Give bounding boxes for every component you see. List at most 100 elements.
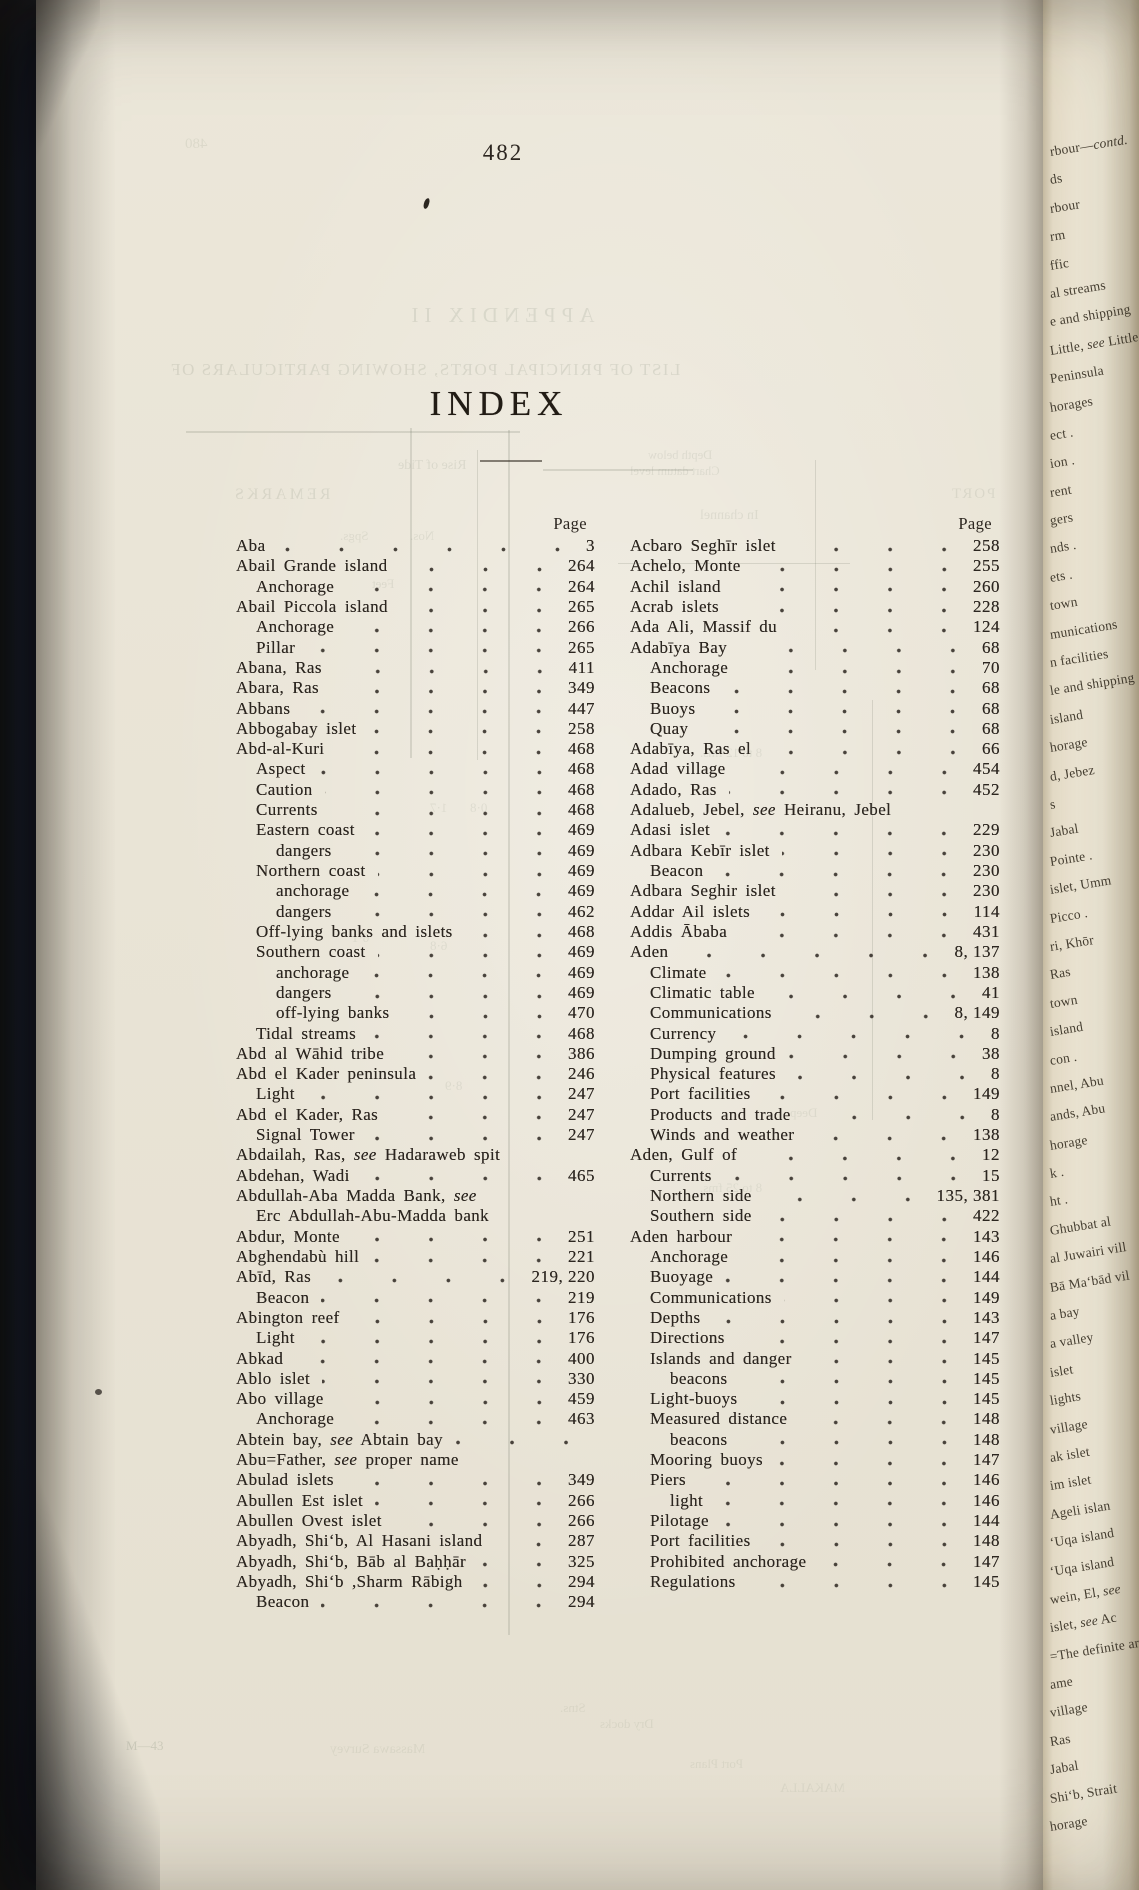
index-entry-text: dangers [276, 901, 332, 921]
leader-dots [345, 1481, 566, 1487]
index-entry-text: Adabīya Bay [630, 637, 728, 657]
index-entry-text: Beacon [650, 861, 704, 880]
page-ref: 294 [568, 1592, 595, 1612]
page-ref: 8, 137 [954, 942, 1000, 962]
ghost-table-line [872, 700, 873, 1120]
index-entry-text: Southern coast [256, 942, 366, 962]
leader-dots [368, 729, 566, 735]
index-entry: Light 247 [236, 1084, 595, 1104]
page-ref: 12 [982, 1145, 1000, 1165]
index-entry-text: off-lying banks [276, 1003, 390, 1023]
page-ref: 258 [973, 536, 1000, 555]
page-ref: 147 [973, 1450, 1000, 1470]
leader-dots [377, 952, 566, 958]
leader-dots [306, 1095, 566, 1101]
page-ref: 469 [568, 982, 595, 1002]
page-ref: 221 [568, 1246, 595, 1266]
ghost-table-line [186, 431, 520, 433]
leader-dots [494, 1541, 566, 1547]
leader-dots [464, 932, 566, 938]
index-entry: Aden 8, 137 [630, 942, 1000, 962]
index-entry: Light-buoys 145 [630, 1389, 1000, 1409]
leader-dots [346, 627, 566, 633]
page-ref: 70 [982, 657, 1000, 677]
index-entry-text: Addar Ail islets [630, 901, 751, 921]
ghost-table-line [410, 428, 412, 758]
leader-dots [723, 1176, 980, 1182]
index-entry-text: Port facilities [650, 1531, 751, 1551]
page-ref: 8 [991, 1023, 1000, 1043]
index-entry-text: Abyadh, Shi‘b ,Sharm Rābigh [236, 1571, 463, 1591]
index-entry-text: Abington reef [236, 1307, 340, 1327]
page-ref: 469 [568, 881, 595, 901]
leader-dots [732, 587, 971, 593]
index-entry-text: Abdullah-Aba Madda Bank, see [236, 1186, 477, 1205]
leader-dots [781, 851, 971, 857]
index-entry-text: Mooring buoys [650, 1450, 764, 1470]
leader-dots [454, 1440, 593, 1446]
leader-dots [783, 1298, 971, 1304]
index-entry-text: Adasi islet [630, 820, 711, 840]
page-ref: 229 [973, 820, 1000, 840]
page-ref: 138 [973, 1125, 1000, 1145]
leader-dots [329, 810, 566, 816]
ghost-table-line [618, 563, 850, 564]
index-entry-text: Currents [256, 800, 318, 820]
leader-dots [306, 1338, 566, 1344]
page-ref: 411 [568, 657, 595, 677]
index-entry: Measured distance 148 [630, 1409, 1000, 1429]
index-entry-text: Beacon [256, 1592, 310, 1612]
leader-dots [789, 627, 971, 633]
index-entry: Achil island 260 [630, 577, 1000, 597]
index-entry-text: Achelo, Monte [630, 556, 741, 576]
leader-dots [715, 1501, 971, 1507]
index-entry: Abyadh, Shi‘b, Bāb al Baḥḥār 325 [236, 1552, 595, 1572]
index-entry: Depths 143 [630, 1308, 1000, 1328]
page-ref: 468 [568, 739, 595, 759]
leader-dots [739, 1379, 971, 1385]
index-entry-text: Light [256, 1328, 295, 1348]
index-entry-text: light [670, 1490, 704, 1510]
page-ref: 8 [991, 1104, 1000, 1124]
page-ref: 469 [568, 861, 595, 880]
index-entry: Physical features 8 [630, 1064, 1000, 1084]
index-entry-text: Aden [630, 942, 669, 962]
leader-dots [739, 1440, 971, 1446]
leader-dots [333, 668, 567, 674]
index-entry: Abdehan, Wadi 465 [236, 1166, 595, 1186]
leader-dots [787, 891, 971, 897]
index-column-left: Page Aba 3 Abail Grande island 264 Anchorage… [236, 512, 595, 1613]
leader-dots [740, 668, 980, 674]
ink-speck [422, 197, 431, 210]
page-ref: 468 [568, 779, 595, 799]
page-ref: 145 [973, 1571, 1000, 1591]
index-entry-text: Achil island [630, 576, 721, 596]
index-entry-text: Acrab islets [630, 596, 720, 616]
leader-dots [307, 648, 566, 654]
page-ref: 228 [973, 596, 1000, 616]
leader-dots [763, 1196, 935, 1202]
index-entry-text: Products and trade [650, 1104, 791, 1124]
index-entry: Abail Grande island 264 [236, 556, 595, 576]
index-entry-text: Abail Piccola island [236, 596, 388, 616]
index-rows-left: Aba 3 Abail Grande island 264 Anchorage 264 Ab… [236, 536, 595, 1613]
index-entry-text: Abghendabù hill [236, 1246, 360, 1266]
index-entry: Products and trade 8 [630, 1105, 1000, 1125]
index-entry-text: Currency [650, 1023, 717, 1043]
index-entry: Currents 468 [236, 800, 595, 820]
leader-dots [725, 1277, 971, 1283]
page-ref: 255 [973, 556, 1000, 576]
leader-dots [331, 688, 566, 694]
page-ref: 219, 220 [531, 1267, 595, 1287]
leader-dots [722, 688, 980, 694]
index-entry: Northern coast 469 [236, 861, 595, 881]
index-entry-text: Adbara Kebīr islet [630, 840, 770, 860]
page-ref: 463 [568, 1409, 595, 1429]
page-ref: 144 [973, 1267, 1000, 1287]
index-entry: Acbaro Seghīr islet 258 [630, 536, 1000, 556]
index-entry-text: Abd al Wāhid tribe [236, 1043, 385, 1063]
index-entry: Erc Abdullah-Abu-Madda bank [236, 1206, 595, 1226]
index-entry-text: Directions [650, 1328, 725, 1348]
index-entry: Aspect 468 [236, 759, 595, 779]
